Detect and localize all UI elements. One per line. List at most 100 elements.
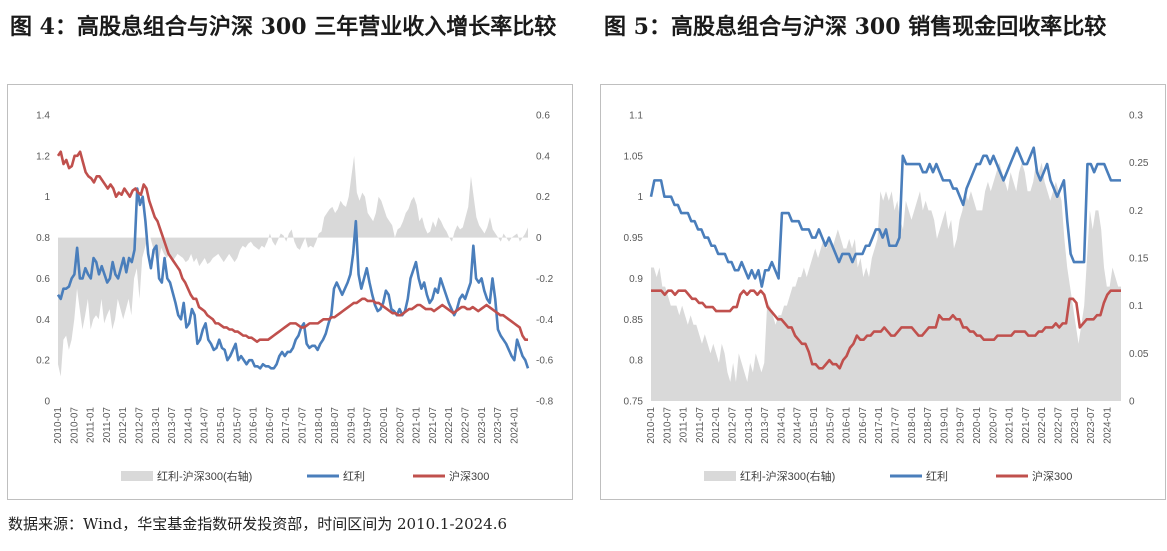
x-tick-label: 2023-07 [1086, 407, 1097, 444]
y-left-tick-label: 0.4 [36, 315, 50, 326]
chart-svg-left: 0 0.2 0.4 0.6 0.8 1 1.2 1.4 -0.8 -0.6 -0.4 -0.2 0 0.2… [36, 111, 554, 484]
x-tick-label: 2019-01 [939, 407, 950, 444]
x-tick-label: 2022-07 [1054, 407, 1065, 444]
x-tick-label: 2022-07 [461, 407, 472, 444]
chart-title-left: 图 4：高股息组合与沪深 300 三年营业收入增长率比较 [10, 14, 557, 40]
series-line-hs300 [651, 289, 1121, 370]
y-left-tick-label: 0.9 [629, 274, 643, 285]
y-left-tick-label: 1.1 [629, 111, 643, 122]
y-left-tick-label: 1.05 [624, 151, 644, 162]
x-tick-label: 2023-07 [493, 407, 504, 444]
legend-swatch-diff [704, 471, 736, 481]
chart-svg-right: 0.75 0.8 0.85 0.9 0.95 1 1.05 1.1 0 0.05 0.1 0.15 0.… [624, 111, 1149, 484]
x-tick-label: 2017-01 [874, 407, 885, 444]
y-left-tick-label: 0.8 [629, 356, 643, 367]
x-tick-label: 2011-07 [102, 407, 113, 443]
x-tick-label: 2016-01 [249, 407, 260, 444]
x-tick-label: 2021-07 [1021, 407, 1032, 444]
x-tick-label: 2024-01 [509, 407, 520, 444]
y-right-tick-label: 0 [1129, 397, 1135, 408]
y-right-tick-label: 0.2 [536, 192, 550, 203]
y-right-tick-label: 0.6 [536, 111, 550, 122]
x-tick-label: 2023-01 [477, 407, 488, 444]
y-left-tick-label: 0.85 [624, 315, 644, 326]
x-tick-label: 2017-07 [298, 407, 309, 444]
x-tick-label: 2021-01 [1005, 407, 1016, 444]
x-tick-label: 2011-01 [679, 407, 690, 443]
y-left-tick-label: 0 [44, 397, 50, 408]
series-line-hs300 [56, 150, 528, 344]
legend-label: 红利 [343, 470, 365, 483]
x-tick-label: 2021-01 [412, 407, 423, 444]
x-tick-label: 2016-01 [842, 407, 853, 444]
x-tick-label: 2018-01 [314, 407, 325, 444]
y-right-tick-label: -0.8 [536, 397, 554, 408]
y-right-tick-label: 0.15 [1129, 254, 1149, 265]
x-tick-label: 2015-07 [232, 407, 243, 444]
y-right-tick-label: -0.2 [536, 274, 554, 285]
y-right-tick-label: 0.3 [1129, 111, 1143, 122]
y-left-tick-label: 0.8 [36, 233, 50, 244]
x-tick-label: 2018-07 [923, 407, 934, 444]
x-tick-label: 2020-01 [379, 407, 390, 444]
x-tick-label: 2012-01 [711, 407, 722, 444]
y-right-tick-label: 0.4 [536, 151, 550, 162]
y-right-tick-label: -0.6 [536, 356, 554, 367]
x-tick-label: 2021-07 [428, 407, 439, 444]
x-tick-label: 2010-01 [53, 407, 64, 444]
y-right-tick-label: 0.25 [1129, 158, 1149, 169]
y-right-tick-label: 0 [536, 233, 542, 244]
x-tick-label: 2016-07 [265, 407, 276, 444]
series-area-diff [651, 162, 1121, 401]
legend-swatch-diff [121, 471, 153, 481]
x-tick-label: 2010-07 [69, 407, 80, 444]
x-tick-label: 2013-01 [744, 407, 755, 444]
x-tick-label: 2012-01 [118, 407, 129, 444]
chart-panel-right: 0.75 0.8 0.85 0.9 0.95 1 1.05 1.1 0 0.05 0.1 0.15 0.… [600, 84, 1166, 500]
x-tick-label: 2020-07 [988, 407, 999, 444]
x-tick-label: 2014-01 [776, 407, 787, 444]
y-left-tick-label: 1 [44, 192, 50, 203]
x-tick-label: 2012-07 [135, 407, 146, 444]
x-tick-label: 2019-07 [363, 407, 374, 444]
y-left-tick-label: 0.6 [36, 274, 50, 285]
legend-label: 沪深300 [449, 469, 489, 483]
y-right-tick-label: 0.1 [1129, 301, 1143, 312]
x-tick-label: 2015-07 [825, 407, 836, 444]
legend-label: 沪深300 [1032, 469, 1072, 483]
source-note: 数据来源：Wind，华宝基金指数研发投资部，时间区间为 2010.1-2024.… [8, 515, 508, 533]
y-left-tick-label: 0.75 [624, 397, 644, 408]
x-tick-label: 2011-07 [695, 407, 706, 443]
legend-label: 红利-沪深300(右轴) [157, 469, 252, 483]
y-right-tick-label: -0.4 [536, 315, 554, 326]
x-tick-label: 2024-01 [1102, 407, 1113, 444]
x-tick-label: 2018-01 [907, 407, 918, 444]
series-area-diff [58, 155, 528, 377]
x-tick-label: 2022-01 [1037, 407, 1048, 444]
y-left-tick-label: 0.95 [624, 233, 644, 244]
x-tick-label: 2023-01 [1070, 407, 1081, 444]
x-tick-label: 2014-07 [793, 407, 804, 444]
x-tick-label: 2013-07 [760, 407, 771, 444]
legend-label: 红利 [926, 470, 948, 483]
x-tick-label: 2020-01 [972, 407, 983, 444]
y-left-tick-label: 0.2 [36, 356, 50, 367]
y-right-tick-label: 0.2 [1129, 206, 1143, 217]
x-tick-label: 2014-07 [200, 407, 211, 444]
y-left-tick-label: 1 [637, 192, 643, 203]
y-left-tick-label: 1.4 [36, 111, 50, 122]
x-tick-label: 2010-07 [662, 407, 673, 444]
x-tick-label: 2013-01 [151, 407, 162, 444]
x-tick-label: 2016-07 [858, 407, 869, 444]
x-tick-label: 2015-01 [809, 407, 820, 444]
x-tick-label: 2012-07 [728, 407, 739, 444]
series-line-dividend [56, 187, 530, 370]
legend-label: 红利-沪深300(右轴) [740, 469, 835, 483]
x-tick-label: 2013-07 [167, 407, 178, 444]
x-tick-label: 2018-07 [330, 407, 341, 444]
series-line-dividend [649, 146, 1121, 288]
chart-panel-left: 0 0.2 0.4 0.6 0.8 1 1.2 1.4 -0.8 -0.6 -0.4 -0.2 0 0.2… [7, 84, 573, 500]
x-tick-label: 2017-01 [281, 407, 292, 444]
y-left-tick-label: 1.2 [36, 151, 50, 162]
x-tick-label: 2022-01 [444, 407, 455, 444]
